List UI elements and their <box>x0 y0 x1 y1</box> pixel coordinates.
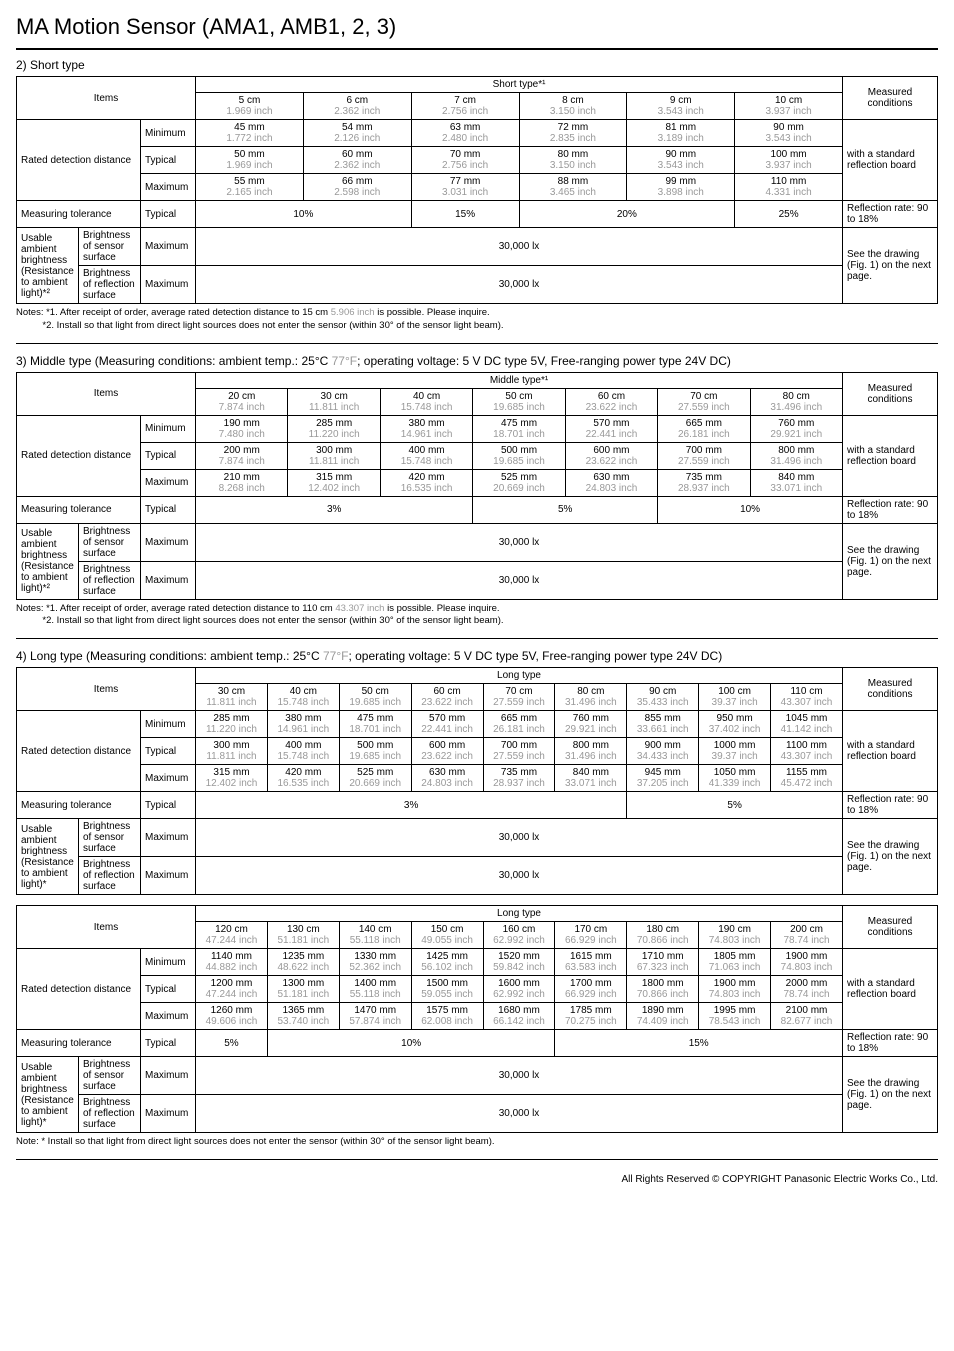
type-header: Short type*¹ <box>196 77 843 93</box>
divider <box>16 638 938 639</box>
items-header: Items <box>17 77 196 120</box>
long-table-1: Items Long type Measured conditions 30 c… <box>16 667 938 895</box>
short-heading: 2) Short type <box>16 58 938 72</box>
page-title: MA Motion Sensor (AMA1, AMB1, 2, 3) <box>16 14 938 40</box>
tol-label: Measuring tolerance <box>17 201 141 228</box>
short-notes: Notes: *1. After receipt of order, avera… <box>16 307 938 333</box>
footer-rule <box>16 1159 938 1160</box>
short-table: Items Short type*¹ Measured conditions 5… <box>16 76 938 304</box>
rdd-cond: with a standard reflection board <box>843 120 938 201</box>
long-note: Note: * Install so that light from direc… <box>16 1136 938 1149</box>
long-table-2: Items Long type Measured conditions 120 … <box>16 905 938 1133</box>
usable-label: Usable ambient brightness (Resistance to… <box>17 228 79 304</box>
middle-notes: Notes: *1. After receipt of order, avera… <box>16 603 938 629</box>
middle-table: Items Middle type*¹ Measured conditions … <box>16 372 938 600</box>
min-label: Minimum <box>141 120 196 147</box>
long-heading: 4) Long type (Measuring conditions: ambi… <box>16 649 938 663</box>
rdd-label: Rated detection distance <box>17 120 141 201</box>
measured-header: Measured conditions <box>843 77 938 120</box>
middle-heading: 3) Middle type (Measuring conditions: am… <box>16 354 938 368</box>
divider <box>16 343 938 344</box>
title-rule <box>16 48 938 50</box>
footer-text: All Rights Reserved © COPYRIGHT Panasoni… <box>16 1174 938 1185</box>
